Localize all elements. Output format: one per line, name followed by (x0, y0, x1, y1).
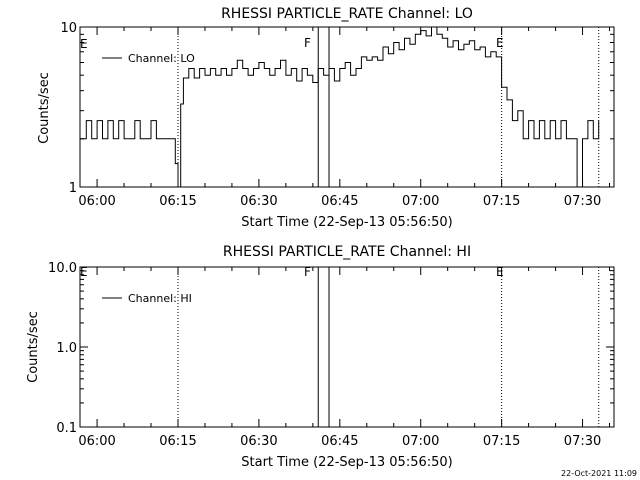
marker-label-e: E (80, 37, 88, 51)
panel-lo: RHESSI PARTICLE_RATE Channel: LO Start T… (37, 6, 615, 230)
x-tick-label: 07:00 (402, 434, 439, 449)
x-tick-label: 06:45 (321, 194, 358, 209)
y-tick-label: 1.0 (56, 341, 77, 356)
marker-label-e-end: E (496, 36, 504, 50)
legend-label: Channel: HI (128, 292, 192, 305)
series-line (80, 26, 600, 188)
x-tick-label: 06:00 (78, 434, 115, 449)
x-tick-label: 06:30 (240, 434, 277, 449)
x-tick-label: 06:15 (159, 194, 196, 209)
x-tick-label: 07:15 (483, 434, 520, 449)
x-tick-label: 07:30 (564, 194, 601, 209)
y-axis-label: Counts/sec (26, 311, 41, 383)
chart-title: RHESSI PARTICLE_RATE Channel: HI (223, 244, 471, 260)
chart-title: RHESSI PARTICLE_RATE Channel: LO (221, 6, 473, 22)
y-tick-label: 10.0 (48, 261, 77, 276)
marker-label-e: E (80, 265, 88, 279)
x-axis-label: Start Time (22-Sep-13 05:56:50) (241, 215, 452, 230)
y-axis-label: Counts/sec (37, 72, 52, 144)
y-tick-label: 10 (60, 21, 77, 36)
panel-hi: RHESSI PARTICLE_RATE Channel: HI Start T… (26, 244, 615, 470)
legend-label: Channel: LO (128, 52, 195, 65)
plot-frame (79, 26, 615, 188)
y-tick-label: 0.1 (56, 421, 77, 436)
x-axis-label: Start Time (22-Sep-13 05:56:50) (241, 455, 452, 470)
x-tick-label: 06:30 (240, 194, 277, 209)
marker-label-f: F (304, 36, 311, 50)
footer-timestamp: 22-Oct-2021 11:09 (561, 469, 637, 478)
x-tick-label: 06:45 (321, 434, 358, 449)
plot-frame (79, 266, 615, 428)
x-tick-label: 07:30 (564, 434, 601, 449)
y-tick-label: 1 (69, 181, 77, 196)
x-tick-label: 07:00 (402, 194, 439, 209)
x-tick-label: 06:00 (78, 194, 115, 209)
x-tick-label: 06:15 (159, 434, 196, 449)
x-tick-label: 07:15 (483, 194, 520, 209)
marker-label-e-end: E (496, 265, 504, 279)
marker-label-f: F (304, 265, 311, 279)
